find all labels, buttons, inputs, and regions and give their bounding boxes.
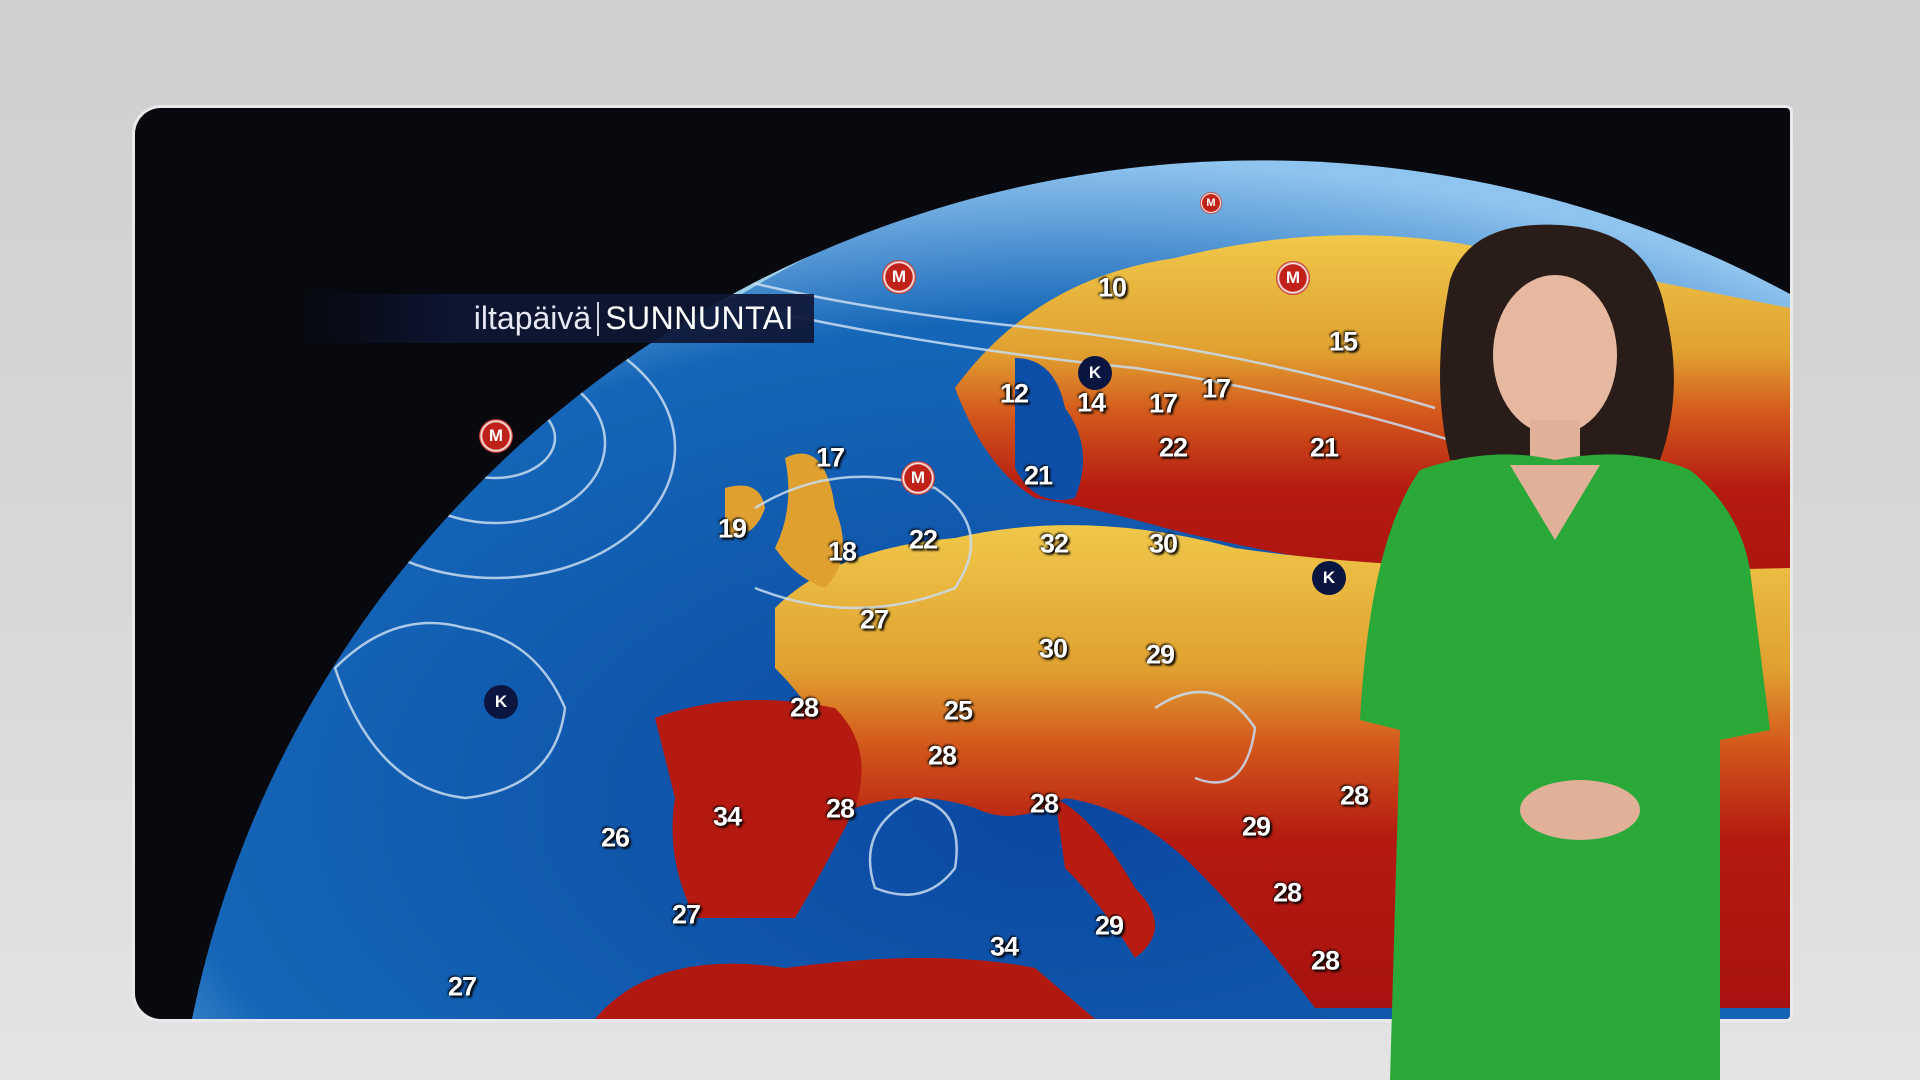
iberia: [655, 700, 862, 918]
temperature-label: 17: [1148, 388, 1178, 419]
british-isles: [775, 453, 843, 588]
temperature-label: 27: [859, 604, 889, 635]
high-pressure-marker: M: [901, 461, 935, 495]
ireland: [725, 485, 765, 538]
temperature-label: 14: [1076, 387, 1106, 418]
high-pressure-marker: M: [882, 260, 916, 294]
temperature-label: 29: [1145, 639, 1175, 670]
temperature-label: 28: [1310, 945, 1340, 976]
temperature-label: 22: [1158, 432, 1188, 463]
north-africa: [595, 958, 1095, 1019]
temperature-label: 15: [1328, 326, 1358, 357]
temperature-label: 22: [908, 524, 938, 555]
temperature-label: 10: [1097, 272, 1127, 303]
low-pressure-marker: K: [1312, 561, 1346, 595]
temperature-label: 28: [927, 740, 957, 771]
high-pressure-marker: M: [1276, 261, 1310, 295]
presenter-dress: [1360, 454, 1770, 1080]
temperature-label: 27: [671, 899, 701, 930]
temperature-label: 28: [1272, 877, 1302, 908]
temperature-label: 18: [827, 536, 857, 567]
banner-divider: [597, 301, 600, 336]
temperature-label: 28: [789, 692, 819, 723]
high-pressure-marker: M: [1200, 192, 1222, 214]
temperature-label: 34: [712, 801, 742, 832]
temperature-label: 28: [825, 793, 855, 824]
temperature-label: 17: [1201, 373, 1231, 404]
temperature-label: 34: [989, 931, 1019, 962]
temperature-label: 28: [1029, 788, 1059, 819]
temperature-label: 29: [1094, 910, 1124, 941]
temperature-label: 29: [1241, 811, 1271, 842]
baltic-sea: [1015, 358, 1083, 500]
presenter-face: [1493, 275, 1617, 435]
presenter-hands: [1520, 780, 1640, 840]
low-pressure-marker: K: [484, 685, 518, 719]
day-label: SUNNUNTAI: [605, 300, 794, 336]
time-of-day-label: iltapäivä: [473, 300, 592, 336]
temperature-label: 25: [943, 695, 973, 726]
date-banner: iltapäivä SUNNUNTAI: [306, 294, 814, 343]
italy: [1055, 798, 1155, 958]
temperature-label: 19: [717, 513, 747, 544]
temperature-label: 21: [1309, 432, 1339, 463]
temperature-label: 27: [447, 971, 477, 1002]
temperature-label: 12: [999, 378, 1029, 409]
temperature-label: 30: [1038, 633, 1068, 664]
isobars: [313, 266, 1536, 896]
temperature-label: 30: [1148, 528, 1178, 559]
temperature-label: 28: [1339, 780, 1369, 811]
temperature-label: 17: [815, 442, 845, 473]
low-pressure-marker: K: [1078, 356, 1112, 390]
temperature-label: 21: [1023, 460, 1053, 491]
high-pressure-marker: M: [479, 419, 513, 453]
presenter: [1360, 224, 1770, 1080]
temperature-label: 26: [600, 822, 630, 853]
temperature-label: 32: [1039, 528, 1069, 559]
